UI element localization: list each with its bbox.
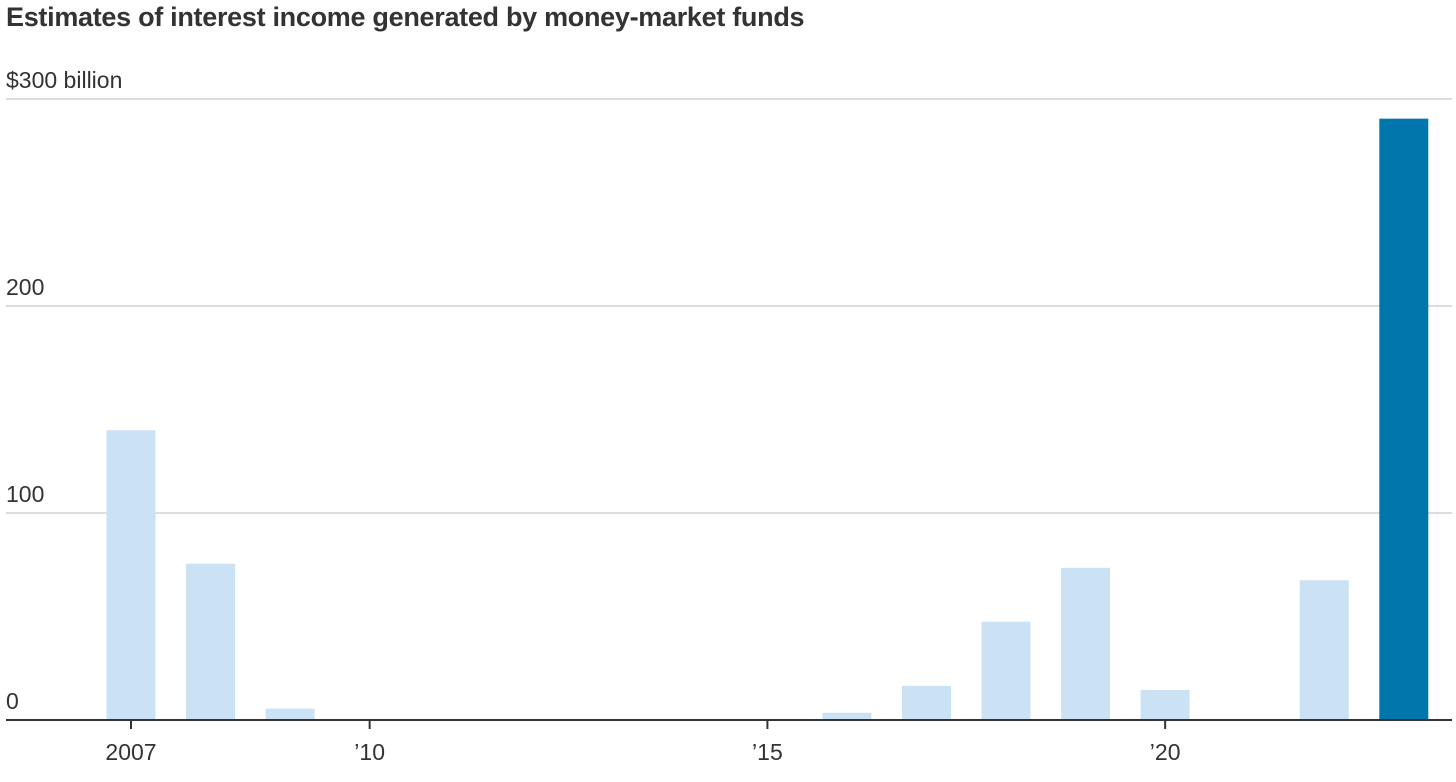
y-tick-label-100: 100 — [6, 481, 44, 507]
y-tick-label-0: 0 — [6, 688, 19, 714]
bar-2007 — [106, 430, 156, 720]
x-tick-label-2015: ’15 — [752, 739, 783, 765]
bar-2017 — [902, 685, 951, 720]
bar-2022 — [1299, 580, 1349, 720]
bar-2009 — [265, 708, 315, 720]
bar-2020 — [1140, 689, 1190, 720]
x-tick-label-2020: ’20 — [1150, 739, 1181, 765]
y-axis-ticks: 0 100 200 $300 billion — [6, 67, 122, 714]
bars — [106, 118, 1429, 721]
bar-2008 — [186, 563, 236, 720]
bar-2019 — [1061, 567, 1111, 720]
bar-2018 — [981, 621, 1031, 720]
x-tick-label-2007: 2007 — [105, 739, 156, 765]
y-tick-label-300: $300 billion — [6, 67, 122, 93]
x-axis: 2007 ’10 ’15 ’20 — [6, 719, 1452, 765]
y-tick-label-200: 200 — [6, 274, 44, 300]
x-tick-label-2010: ’10 — [354, 739, 385, 765]
chart-title: Estimates of interest income generated b… — [6, 2, 805, 32]
bar-2023 — [1379, 118, 1429, 721]
bar-2016 — [822, 712, 872, 720]
gridlines — [6, 98, 1452, 514]
